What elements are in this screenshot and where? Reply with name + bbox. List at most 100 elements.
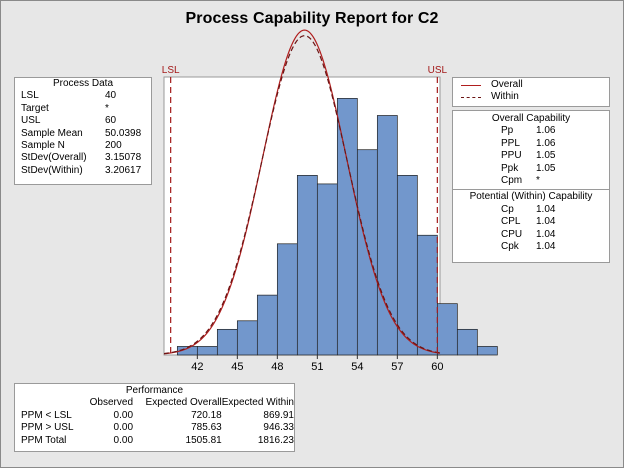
process-data-label: USL xyxy=(21,115,41,127)
histogram-bar xyxy=(336,98,358,356)
performance-cell: 0.00 xyxy=(113,422,134,434)
performance-row: PPM < LSL 0.00 720.18 869.91 xyxy=(21,410,294,422)
within-capability-label: CPL xyxy=(501,216,521,228)
legend-overall-swatch xyxy=(461,85,481,86)
performance-cell: PPM Total xyxy=(21,434,67,446)
performance-heading: Performance xyxy=(125,385,184,396)
within-capability-row: Cp 1.04 xyxy=(453,204,609,216)
within-capability-label: Cp xyxy=(501,203,514,215)
process-data-row: StDev(Within) 3.20617 xyxy=(15,165,151,177)
overall-capability-value: 1.06 xyxy=(536,125,556,137)
process-data-value: 40 xyxy=(105,90,117,102)
overall-capability-row: Ppk 1.05 xyxy=(453,163,609,175)
process-data-value: 3.15078 xyxy=(105,152,142,164)
capability-divider xyxy=(453,189,609,191)
process-data-row: LSL 40 xyxy=(15,90,151,102)
within-capability-row: CPL 1.04 xyxy=(453,216,609,228)
overall-capability-value: * xyxy=(536,174,540,186)
process-data-row: USL 60 xyxy=(15,115,151,127)
overall-capability-value: 1.06 xyxy=(536,137,556,149)
within-capability-value: 1.04 xyxy=(536,216,556,228)
performance-column-header: Observed xyxy=(89,397,134,409)
process-data-label: StDev(Overall) xyxy=(21,152,87,164)
histogram-bar xyxy=(416,234,438,356)
within-capability-value: 1.04 xyxy=(536,240,556,252)
lsl-label: LSL xyxy=(162,65,180,76)
overall-normal-curve xyxy=(163,29,441,355)
performance-column-header: Expected Overall xyxy=(145,397,222,409)
process-data-label: Sample Mean xyxy=(21,127,83,139)
performance-column-header: Expected Within xyxy=(221,397,294,409)
process-data-heading: Process Data xyxy=(52,78,114,89)
histogram-bar xyxy=(356,149,378,356)
histogram-bar xyxy=(216,328,238,356)
legend-overall-label: Overall xyxy=(491,79,523,90)
legend: Overall Within xyxy=(452,77,610,107)
legend-within-label: Within xyxy=(491,91,519,102)
within-capability-heading: Potential (Within) Capability xyxy=(469,191,593,203)
overall-capability-value: 1.05 xyxy=(536,162,556,174)
process-data-label: Sample N xyxy=(21,139,65,151)
process-data-row: StDev(Overall) 3.15078 xyxy=(15,152,151,164)
process-data-value: * xyxy=(105,102,109,114)
overall-capability-label: PPL xyxy=(501,137,520,149)
within-capability-value: 1.04 xyxy=(536,203,556,215)
histogram-bar xyxy=(276,243,298,356)
within-capability-label: CPU xyxy=(501,228,523,240)
x-tick-label: 54 xyxy=(351,361,363,373)
process-data-label: LSL xyxy=(21,90,39,102)
performance-cell: 1505.81 xyxy=(185,434,222,446)
within-capability-value: 1.04 xyxy=(536,228,556,240)
chart-title: Process Capability Report for C2 xyxy=(185,10,439,27)
overall-capability-row: PPU 1.05 xyxy=(453,150,609,162)
performance-cell: 0.00 xyxy=(113,409,134,421)
overall-capability-value: 1.05 xyxy=(536,150,556,162)
x-tick-label: 45 xyxy=(231,361,243,373)
histogram-bar xyxy=(456,328,478,356)
capability-panel: Overall Capability Pp 1.06 PPL 1.06 PPU 1.05 P… xyxy=(452,110,610,263)
performance-table: Observed Expected Overall Expected Within … xyxy=(21,397,294,447)
overall-capability-row: Cpm * xyxy=(453,175,609,187)
histogram-bar xyxy=(316,183,338,356)
histogram-bar xyxy=(476,346,498,356)
performance-cell: 946.33 xyxy=(263,422,294,434)
x-tick-label: 42 xyxy=(191,361,203,373)
performance-column-header xyxy=(21,397,82,409)
x-tick-label: 60 xyxy=(431,361,443,373)
overall-capability-label: Pp xyxy=(501,125,514,137)
within-capability-label: Cpk xyxy=(501,240,519,252)
histogram-bar xyxy=(436,303,458,356)
histogram-bar xyxy=(396,175,418,356)
histogram-bar xyxy=(296,175,318,356)
x-tick-label: 48 xyxy=(271,361,283,373)
x-tick-label: 51 xyxy=(311,361,323,373)
performance-row: PPM > USL 0.00 785.63 946.33 xyxy=(21,422,294,434)
process-data-value: 3.20617 xyxy=(105,164,142,176)
within-capability-row: Cpk 1.04 xyxy=(453,241,609,253)
performance-row: PPM Total 0.00 1505.81 1816.23 xyxy=(21,435,294,447)
performance-cell: 785.63 xyxy=(191,422,222,434)
legend-within-swatch xyxy=(461,97,481,98)
process-data-value: 200 xyxy=(105,139,122,151)
performance-header-row: Observed Expected Overall Expected Within xyxy=(21,397,294,409)
performance-cell: PPM > USL xyxy=(21,422,74,434)
process-data-value: 60 xyxy=(105,115,117,127)
overall-capability-label: Cpm xyxy=(501,174,523,186)
process-data-row: Sample Mean 50.0398 xyxy=(15,128,151,140)
performance-cell: 0.00 xyxy=(113,434,134,446)
histogram-bar xyxy=(236,320,258,356)
overall-capability-row: PPL 1.06 xyxy=(453,138,609,150)
process-data-row: Target * xyxy=(15,103,151,115)
process-data-value: 50.0398 xyxy=(105,127,142,139)
x-tick-label: 57 xyxy=(391,361,403,373)
overall-capability-heading: Overall Capability xyxy=(491,113,571,124)
process-data-label: StDev(Within) xyxy=(21,164,83,176)
performance-cell: 1816.23 xyxy=(257,434,294,446)
process-data-panel: Process Data LSL 40 Target * USL 60 Sample Mea… xyxy=(14,77,152,185)
histogram-bar xyxy=(256,294,278,356)
performance-cell: 720.18 xyxy=(191,409,222,421)
process-data-row: Sample N 200 xyxy=(15,140,151,152)
overall-capability-label: PPU xyxy=(501,150,522,162)
histogram-bar xyxy=(196,346,218,356)
